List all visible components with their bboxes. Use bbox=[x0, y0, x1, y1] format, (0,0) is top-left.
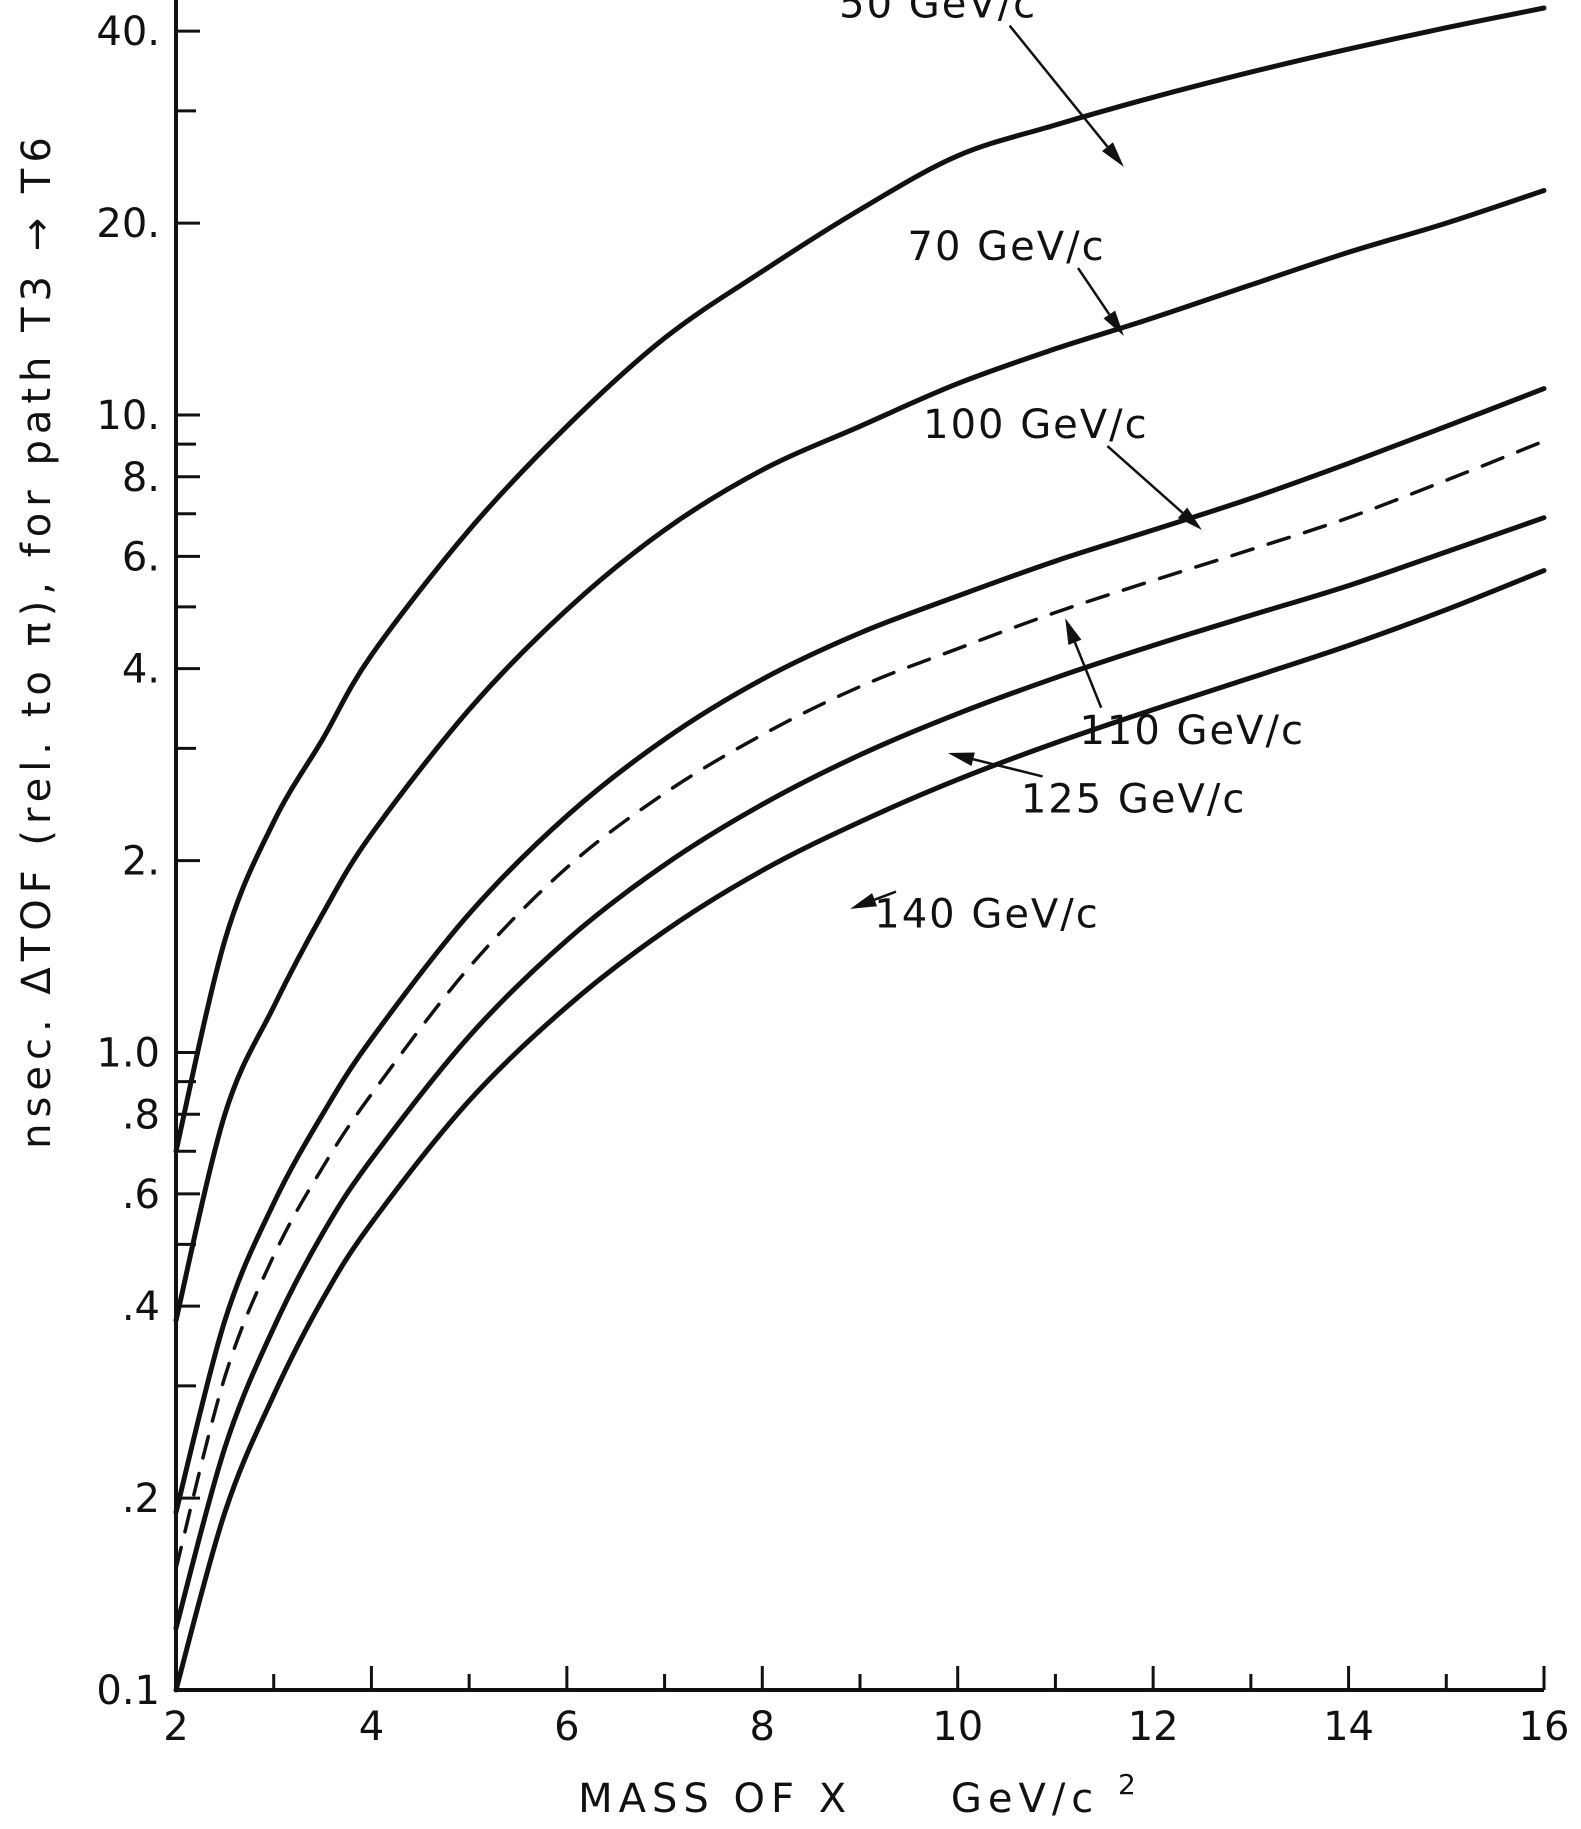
x-tick-label: 4 bbox=[359, 1704, 384, 1750]
series-label-70-gev-c: 70 GeV/c bbox=[908, 224, 1106, 270]
pointer-line-110-gev-c bbox=[1073, 641, 1103, 709]
y-tick-label: 20. bbox=[96, 201, 160, 247]
x-tick-label: 16 bbox=[1519, 1704, 1570, 1750]
x-tick-label: 12 bbox=[1128, 1704, 1179, 1750]
y-tick-label: 6. bbox=[122, 534, 160, 580]
pointer-line-70-gev-c bbox=[1077, 267, 1111, 316]
pointer-line-100-gev-c bbox=[1106, 445, 1184, 514]
pointer-line-125-gev-c bbox=[972, 758, 1043, 778]
series-line-100-gev-c bbox=[173, 386, 1547, 1515]
y-tick-label: 4. bbox=[122, 647, 160, 693]
y-tick-label: .2 bbox=[122, 1476, 160, 1522]
x-axis-title-unit-exponent: 2 bbox=[1118, 1768, 1142, 1801]
x-axis-title-main: MASS OF X bbox=[578, 1776, 852, 1822]
pointer-line-50-gev-c bbox=[1008, 24, 1109, 148]
series-label-140-gev-c: 140 GeV/c bbox=[874, 892, 1100, 938]
x-tick-label: 6 bbox=[554, 1704, 579, 1750]
pointer-arrowhead-70-gev-c bbox=[1103, 310, 1124, 337]
x-tick-label: 8 bbox=[750, 1704, 775, 1750]
y-tick-label: 2. bbox=[122, 839, 160, 885]
pointer-line-140-gev-c bbox=[874, 890, 897, 901]
series-line-125-gev-c bbox=[173, 515, 1547, 1631]
series-label-125-gev-c: 125 GeV/c bbox=[1021, 776, 1247, 822]
x-axis: 2 4 6 8 10 12 14 16 bbox=[163, 1666, 1569, 1750]
x-tick-label: 10 bbox=[932, 1704, 983, 1750]
series-labels: 50 GeV/c 70 GeV/c 100 GeV/c 110 GeV/c 125 Ge… bbox=[839, 0, 1305, 938]
series-label-100-gev-c: 100 GeV/c bbox=[923, 402, 1149, 448]
series-label-50-gev-c: 50 GeV/c bbox=[839, 0, 1037, 28]
series-line-140-gev-c bbox=[173, 568, 1547, 1693]
series-label-110-gev-c: 110 GeV/c bbox=[1079, 708, 1305, 754]
y-axis-title: nsec. ΔTOF (rel. to π), for path T3 → T6 bbox=[14, 131, 60, 1149]
y-tick-label: 1.0 bbox=[96, 1031, 160, 1077]
series-line-50-gev-c bbox=[173, 5, 1547, 1154]
y-tick-label: 8. bbox=[122, 455, 160, 501]
x-tick-label: 14 bbox=[1323, 1704, 1374, 1750]
pointer-arrowhead-140-gev-c bbox=[850, 893, 878, 909]
pointer-arrowhead-110-gev-c bbox=[1065, 618, 1082, 645]
y-tick-label: 40. bbox=[96, 9, 160, 55]
series-line-110-gev-c bbox=[174, 439, 1546, 1571]
y-tick-label: .6 bbox=[122, 1172, 160, 1218]
series-layer bbox=[173, 5, 1547, 1693]
y-tick-label: .4 bbox=[122, 1284, 160, 1330]
pointer-arrowhead-100-gev-c bbox=[1177, 507, 1202, 531]
pointer-arrowhead-50-gev-c bbox=[1102, 142, 1124, 167]
pointer-arrowhead-125-gev-c bbox=[947, 752, 975, 767]
y-axis: 0.1 .2 .4 .6 .8 1.0 2. 4. 6. 8. 10. 20. 40. bbox=[96, 0, 200, 1714]
series-line-70-gev-c bbox=[173, 188, 1547, 1323]
x-axis-title-unit: GeV/c bbox=[951, 1776, 1099, 1822]
y-tick-label: 0.1 bbox=[96, 1668, 160, 1714]
x-axis-title: MASS OF X GeV/c 2 bbox=[578, 1768, 1142, 1822]
x-tick-label: 2 bbox=[163, 1704, 188, 1750]
y-tick-label: .8 bbox=[122, 1092, 160, 1138]
y-tick-label: 10. bbox=[96, 393, 160, 439]
